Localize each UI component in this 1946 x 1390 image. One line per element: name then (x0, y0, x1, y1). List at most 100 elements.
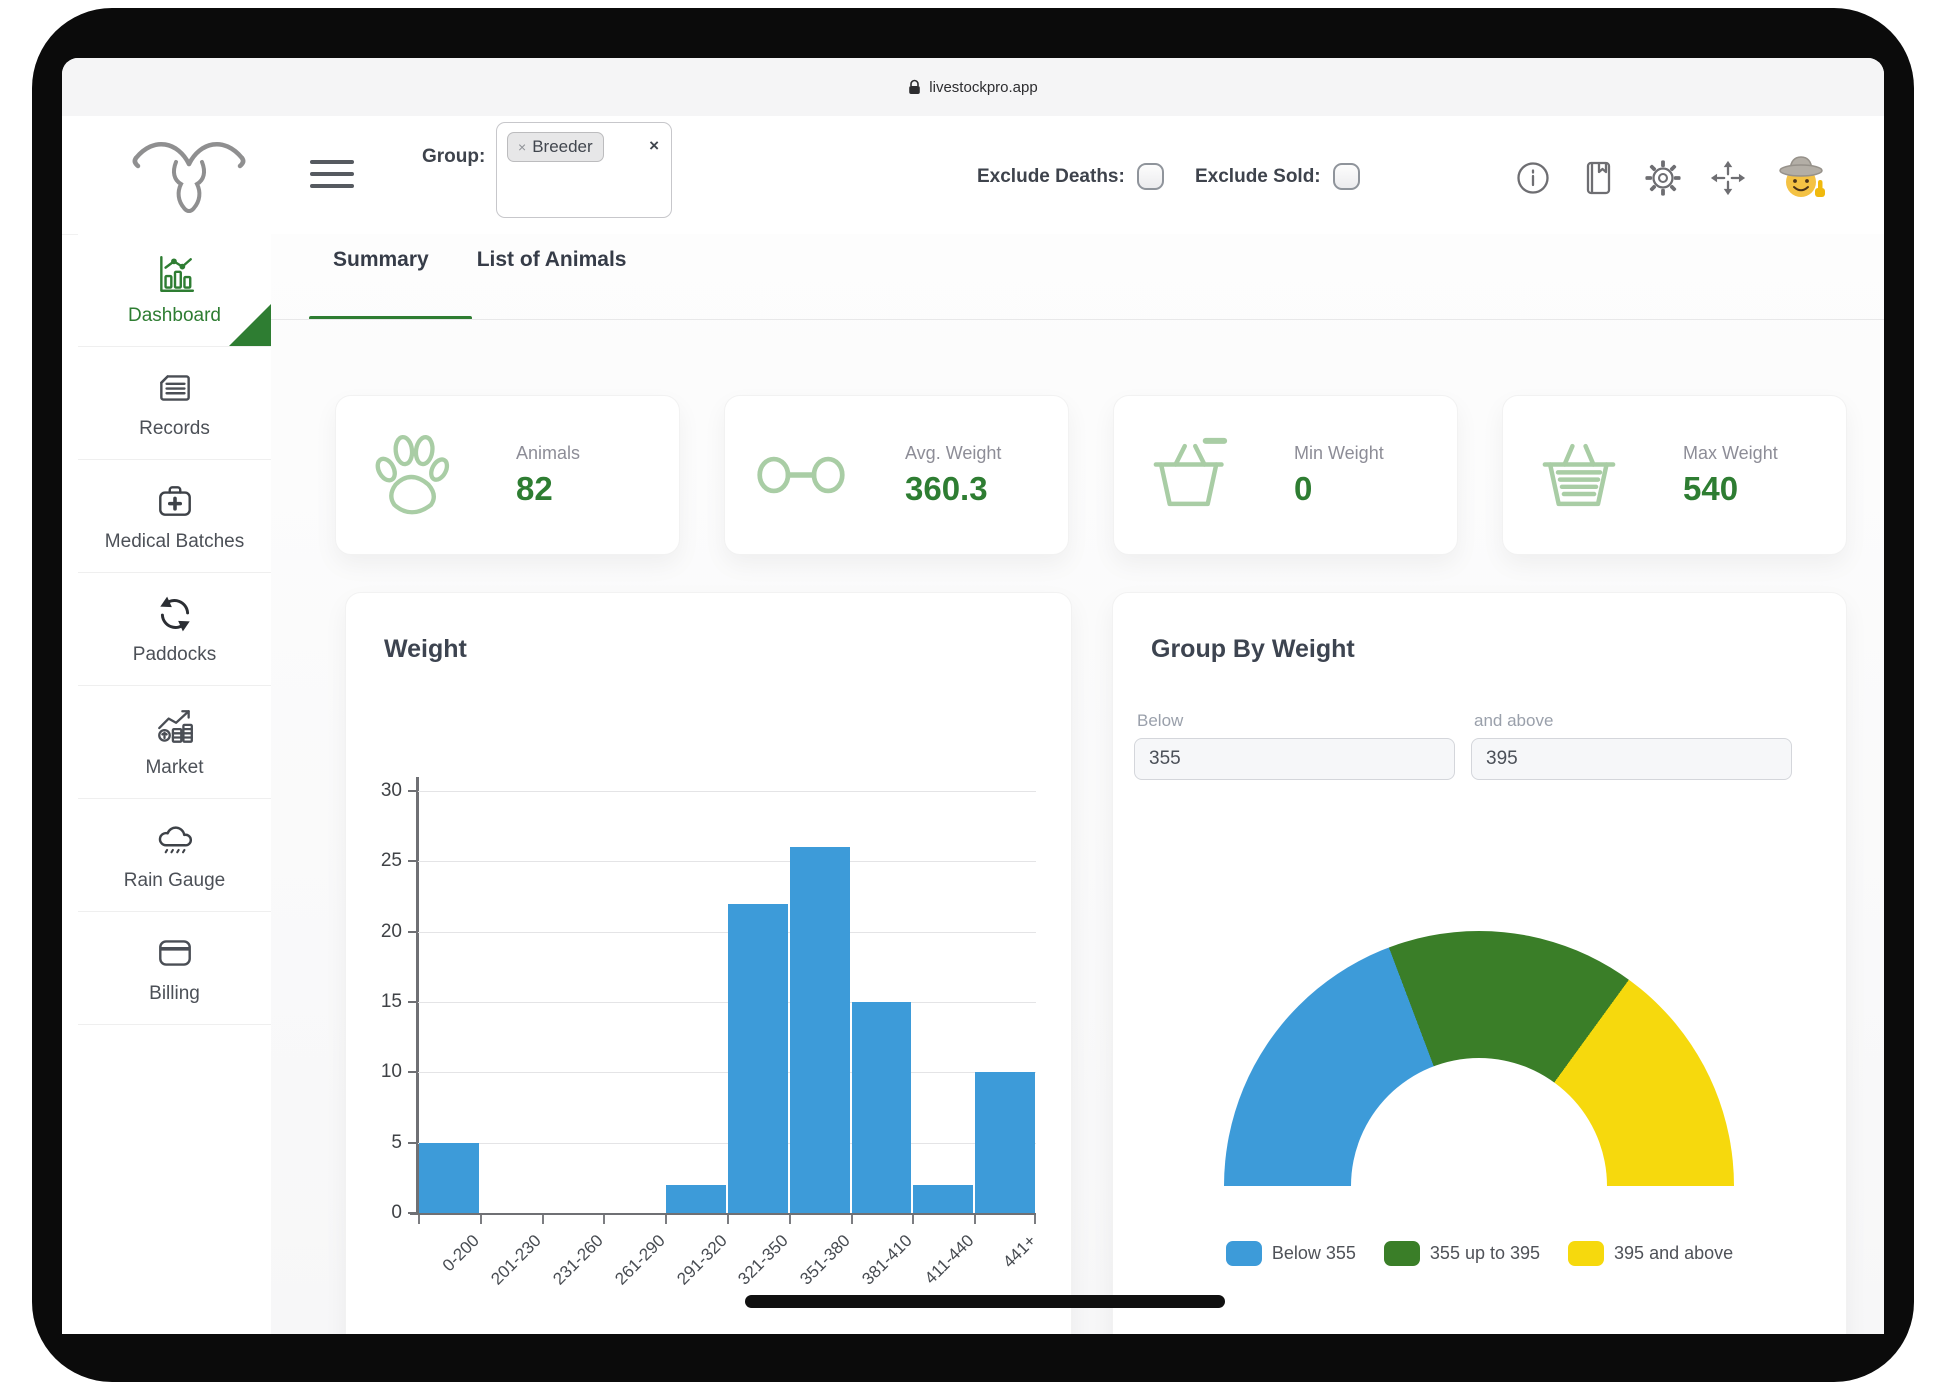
paw-icon (364, 433, 460, 517)
y-tick-label: 0 (391, 1202, 402, 1223)
x-axis-label: 261-290 (611, 1231, 669, 1289)
chip-remove-icon[interactable]: × (518, 139, 527, 155)
sidebar-item-market[interactable]: Market (78, 686, 271, 799)
info-icon[interactable] (1514, 159, 1552, 197)
basket-full-icon (1531, 435, 1627, 515)
medical-kit-icon (154, 480, 196, 522)
sidebar-item-label: Medical Batches (104, 530, 245, 552)
gridline (418, 1142, 1036, 1144)
stat-value: 82 (516, 469, 553, 507)
sidebar-item-label: Rain Gauge (123, 869, 226, 891)
x-axis-label: 381-410 (858, 1231, 916, 1289)
sidebar-item-label: Paddocks (132, 643, 217, 665)
stat-label: Max Weight (1683, 442, 1778, 463)
stat-card-animals: Animals 82 (335, 395, 680, 555)
sidebar-item-label: Dashboard (128, 304, 221, 326)
book-icon[interactable] (1579, 159, 1617, 197)
stat-value: 540 (1683, 469, 1739, 507)
link-weight-icon (753, 447, 849, 503)
sidebar-item-rain-gauge[interactable]: Rain Gauge (78, 799, 271, 912)
credit-card-icon (154, 932, 196, 974)
exclude-sold-toggle: Exclude Sold: (1195, 163, 1360, 190)
exclude-deaths-checkbox[interactable] (1136, 163, 1164, 190)
and-above-input[interactable] (1471, 738, 1792, 780)
tab-summary[interactable]: Summary (309, 248, 472, 320)
move-expand-icon[interactable] (1709, 159, 1747, 197)
x-axis-label: 201-230 (487, 1231, 546, 1289)
x-axis-label: 0-200 (439, 1231, 484, 1276)
below-input[interactable] (1134, 738, 1455, 780)
tabs: Summary List of Animals (309, 248, 627, 320)
group-chip[interactable]: × Breeder (507, 132, 604, 162)
x-axis-label: 231-260 (549, 1231, 607, 1289)
stat-label: Animals (516, 442, 581, 463)
stat-card-max-weight: Max Weight 540 (1502, 395, 1847, 555)
tab-list-of-animals[interactable]: List of Animals (476, 248, 627, 271)
x-axis-label: 291-320 (672, 1231, 731, 1289)
stat-value: 360.3 (905, 469, 988, 507)
x-tick (479, 1215, 482, 1224)
weight-chart-card: Weight 0 5 10 15 20 25 30 0-200 201-230 231-260 2… (345, 592, 1072, 1334)
home-indicator[interactable] (745, 1295, 1225, 1308)
group-clear-icon[interactable]: × (649, 136, 659, 155)
screen: livestockpro.app Group: × Breeder × (62, 58, 1884, 1334)
exclude-sold-checkbox[interactable] (1332, 163, 1360, 190)
stat-label: Avg. Weight (905, 442, 1002, 463)
stat-card-min-weight: Min Weight 0 (1113, 395, 1458, 555)
market-chart-icon (154, 706, 196, 748)
main-content: Summary List of Animals Animals 82 (271, 234, 1884, 1334)
gridline (418, 1072, 1036, 1074)
y-tick-label: 5 (391, 1131, 402, 1153)
x-tick (665, 1215, 668, 1224)
y-tick (408, 1141, 416, 1144)
url-text: livestockpro.app (929, 78, 1038, 96)
tablet-frame: livestockpro.app Group: × Breeder × (32, 8, 1914, 1382)
y-tick (408, 1071, 416, 1074)
avatar[interactable] (1774, 150, 1830, 206)
sidebar-item-paddocks[interactable]: Paddocks (78, 573, 271, 686)
header-icons (1514, 150, 1830, 206)
histogram-bar (851, 1002, 912, 1213)
gridline (418, 861, 1036, 863)
gridline (418, 931, 1036, 933)
x-tick (541, 1215, 544, 1224)
histogram-bar (666, 1184, 726, 1213)
group-by-weight-card: Group By Weight Below and above Below 35… (1112, 592, 1847, 1334)
stat-card-avg-weight: Avg. Weight 360.3 (724, 395, 1069, 555)
app-header: Group: × Breeder × Exclude Deaths: Exclu… (62, 116, 1884, 235)
exclude-deaths-toggle: Exclude Deaths: (977, 163, 1164, 190)
x-tick (850, 1215, 853, 1224)
legend-swatch (1568, 1241, 1605, 1266)
legend-item: 395 and above (1568, 1241, 1733, 1266)
y-tick (408, 790, 416, 792)
sidebar-item-label: Records (139, 417, 210, 439)
gridline (418, 1002, 1036, 1003)
document-icon (154, 367, 196, 409)
legend-swatch (1225, 1241, 1262, 1266)
histogram-bar (728, 903, 788, 1213)
histogram-plot: 0 5 10 15 20 25 30 (381, 777, 1036, 1223)
sidebar-item-billing[interactable]: Billing (78, 912, 271, 1025)
weight-chart-title: Weight (384, 635, 467, 663)
x-tick (1034, 1215, 1036, 1224)
group-select[interactable]: × Breeder × (496, 122, 672, 218)
x-axis-label: 351-380 (796, 1231, 855, 1289)
menu-icon[interactable] (310, 160, 354, 190)
group-label: Group: (422, 146, 486, 167)
sidebar-item-records[interactable]: Records (78, 347, 271, 460)
stat-value: 0 (1294, 469, 1313, 507)
stat-label: Min Weight (1294, 442, 1384, 463)
legend-label: 395 and above (1614, 1243, 1734, 1263)
browser-address-bar[interactable]: livestockpro.app (62, 58, 1884, 117)
y-tick (408, 1212, 416, 1214)
group-chip-label: Breeder (532, 137, 593, 156)
gear-icon[interactable] (1644, 159, 1682, 197)
sidebar-item-medical-batches[interactable]: Medical Batches (78, 460, 271, 573)
x-tick (974, 1215, 977, 1224)
lock-icon (908, 79, 921, 95)
legend-label: 355 up to 395 (1429, 1243, 1541, 1263)
sidebar-item-dashboard[interactable]: Dashboard (78, 234, 271, 347)
basket-minus-icon (1142, 435, 1238, 515)
tabs-divider (271, 319, 1884, 320)
legend-label: Below 355 (1271, 1243, 1356, 1263)
